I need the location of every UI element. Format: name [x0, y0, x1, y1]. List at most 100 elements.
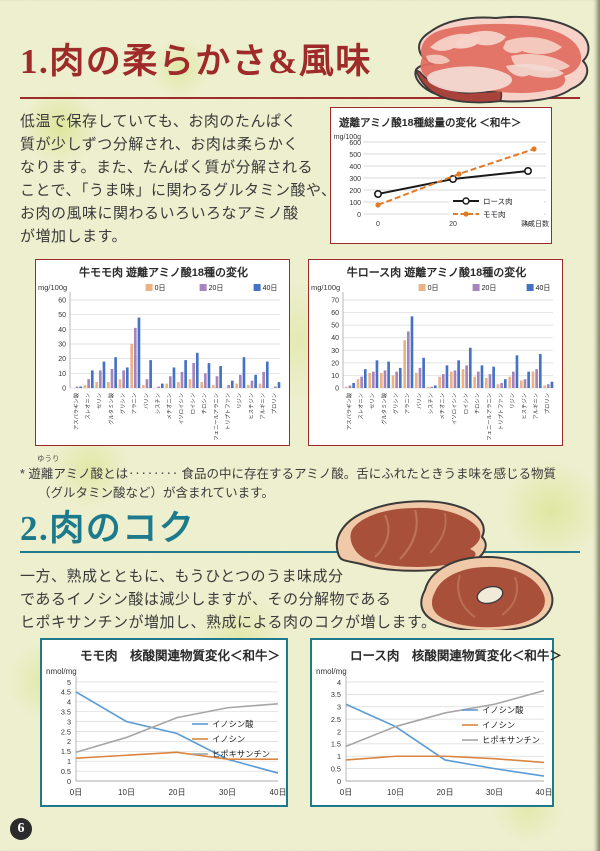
svg-text:牛モモ肉 遊離アミノ酸18種の変化: 牛モモ肉 遊離アミノ酸18種の変化: [79, 265, 248, 279]
svg-text:20日: 20日: [209, 284, 224, 292]
svg-text:ロイシン: ロイシン: [464, 393, 470, 414]
svg-text:4: 4: [337, 678, 341, 687]
svg-text:40日: 40日: [536, 788, 553, 797]
svg-text:ヒポキサンチン: ヒポキサンチン: [482, 735, 540, 745]
svg-text:0日: 0日: [155, 284, 166, 292]
svg-text:アルギニン: アルギニン: [533, 393, 540, 419]
svg-text:アルギニン: アルギニン: [260, 393, 267, 419]
svg-text:40: 40: [331, 335, 339, 342]
svg-text:20: 20: [449, 221, 457, 228]
svg-text:ロイシン: ロイシン: [191, 393, 197, 414]
svg-text:アラニン: アラニン: [131, 393, 138, 414]
svg-text:30日: 30日: [219, 788, 236, 797]
svg-text:nmol/mg: nmol/mg: [316, 667, 347, 676]
svg-text:シスチン: シスチン: [155, 393, 162, 414]
svg-text:50: 50: [58, 312, 66, 319]
svg-text:フェニールアラニン: フェニールアラニン: [213, 393, 220, 441]
svg-text:400: 400: [349, 164, 361, 171]
svg-text:0: 0: [337, 777, 341, 786]
svg-text:アスパラギン酸: アスパラギン酸: [72, 392, 80, 430]
svg-text:アラニン: アラニン: [404, 393, 411, 414]
svg-text:モモ肉 核酸関連物質変化＜和牛＞: モモ肉 核酸関連物質変化＜和牛＞: [80, 648, 280, 663]
svg-text:500: 500: [349, 152, 361, 159]
svg-text:トリプトファン: トリプトファン: [498, 393, 505, 430]
svg-text:40日: 40日: [536, 284, 551, 292]
svg-text:0日: 0日: [340, 788, 352, 797]
svg-text:100: 100: [349, 200, 361, 207]
svg-text:バリン: バリン: [416, 393, 423, 409]
svg-text:200: 200: [349, 188, 361, 195]
svg-text:0日: 0日: [70, 788, 82, 797]
svg-text:10日: 10日: [118, 788, 135, 797]
svg-text:牛ロース肉 遊離アミノ酸18種の変化: 牛ロース肉 遊離アミノ酸18種の変化: [347, 265, 527, 279]
svg-text:メチオニン: メチオニン: [166, 393, 173, 420]
svg-text:2: 2: [67, 737, 71, 746]
svg-text:1: 1: [67, 757, 71, 766]
svg-text:プロリン: プロリン: [271, 393, 278, 414]
svg-text:イソロイシン: イソロイシン: [179, 393, 185, 425]
svg-text:40日: 40日: [270, 788, 287, 797]
svg-text:セリン: セリン: [96, 393, 103, 409]
svg-text:トリプトファン: トリプトファン: [225, 393, 232, 430]
svg-text:300: 300: [349, 176, 361, 183]
svg-text:スレオニン: スレオニン: [85, 393, 92, 420]
svg-text:イノシン酸: イノシン酸: [212, 719, 254, 729]
svg-text:3.5: 3.5: [61, 708, 71, 717]
svg-text:600: 600: [349, 140, 361, 147]
svg-text:スレオニン: スレオニン: [358, 393, 365, 420]
svg-text:4.5: 4.5: [61, 688, 71, 697]
svg-text:グリシン: グリシン: [392, 393, 400, 414]
svg-text:4: 4: [67, 698, 71, 707]
svg-text:10: 10: [331, 373, 339, 380]
svg-text:30: 30: [58, 342, 66, 349]
svg-text:nmol/mg: nmol/mg: [46, 667, 77, 676]
svg-text:メチオニン: メチオニン: [439, 393, 446, 420]
svg-text:10日: 10日: [387, 788, 404, 797]
svg-text:チロシン: チロシン: [474, 393, 481, 414]
svg-text:イノシン: イノシン: [212, 734, 245, 744]
svg-text:ロース肉: ロース肉: [483, 196, 513, 206]
svg-text:30: 30: [331, 348, 339, 355]
svg-text:0: 0: [62, 386, 66, 393]
svg-text:2: 2: [337, 727, 341, 736]
svg-text:3.5: 3.5: [331, 690, 341, 699]
svg-text:リジン: リジン: [237, 393, 243, 409]
svg-text:プロリン: プロリン: [544, 393, 551, 414]
svg-text:フェニールアラニン: フェニールアラニン: [486, 393, 493, 441]
svg-text:20: 20: [58, 356, 66, 363]
svg-text:ロース肉 核酸関連物質変化＜和牛＞: ロース肉 核酸関連物質変化＜和牛＞: [350, 648, 562, 663]
svg-text:シスチン: シスチン: [428, 393, 435, 414]
svg-text:グリシン: グリシン: [119, 393, 127, 414]
svg-text:3: 3: [337, 703, 341, 712]
svg-text:0.5: 0.5: [61, 767, 71, 776]
svg-text:ヒスチジン: ヒスチジン: [248, 393, 255, 420]
svg-text:10: 10: [58, 371, 66, 378]
svg-text:グルタミン酸: グルタミン酸: [107, 392, 115, 424]
svg-text:40日: 40日: [263, 284, 278, 292]
svg-text:イノシン: イノシン: [482, 720, 515, 730]
svg-text:3: 3: [67, 717, 71, 726]
svg-text:セリン: セリン: [369, 393, 376, 409]
svg-text:ヒポキサンチン: ヒポキサンチン: [212, 749, 270, 759]
svg-text:バリン: バリン: [143, 393, 150, 409]
svg-text:20日: 20日: [169, 788, 186, 797]
svg-text:5: 5: [67, 678, 71, 687]
svg-text:60: 60: [58, 298, 66, 305]
svg-text:70: 70: [331, 298, 339, 305]
svg-text:50: 50: [331, 323, 339, 330]
svg-text:熟成日数: 熟成日数: [521, 219, 549, 228]
svg-text:40: 40: [58, 327, 66, 334]
svg-text:mg/100g: mg/100g: [38, 283, 67, 292]
svg-text:モモ肉: モモ肉: [483, 209, 506, 219]
svg-text:2.5: 2.5: [61, 727, 71, 736]
svg-text:20日: 20日: [437, 788, 454, 797]
svg-text:チロシン: チロシン: [201, 393, 208, 414]
svg-text:1: 1: [337, 752, 341, 761]
svg-text:1.5: 1.5: [61, 747, 71, 756]
svg-text:リジン: リジン: [510, 393, 516, 409]
svg-text:2.5: 2.5: [331, 715, 341, 724]
svg-text:60: 60: [331, 310, 339, 317]
svg-text:アスパラギン酸: アスパラギン酸: [345, 392, 353, 430]
svg-text:1.5: 1.5: [331, 740, 341, 749]
svg-text:0: 0: [357, 212, 361, 219]
